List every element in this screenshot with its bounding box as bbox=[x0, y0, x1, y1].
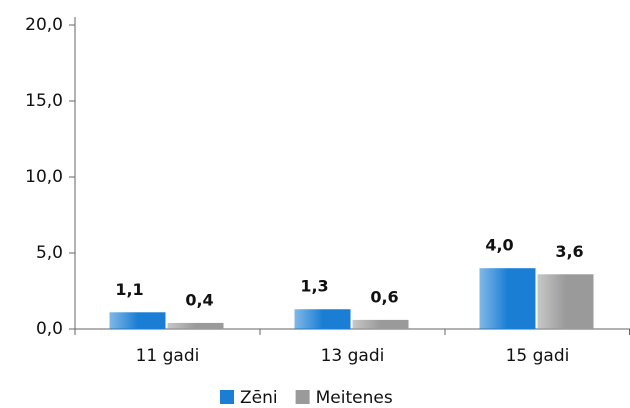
bar bbox=[167, 322, 224, 329]
y-tick-label: 5,0 bbox=[36, 243, 63, 263]
bar bbox=[109, 312, 166, 329]
x-tick-label: 13 gadi bbox=[321, 346, 385, 366]
value-label: 0,6 bbox=[370, 287, 398, 306]
bar bbox=[294, 309, 351, 329]
x-tick-label: 11 gadi bbox=[136, 346, 200, 366]
value-label: 0,4 bbox=[185, 290, 213, 309]
y-tick-label: 0,0 bbox=[36, 319, 63, 339]
value-label: 4,0 bbox=[485, 236, 513, 255]
y-tick-label: 10,0 bbox=[25, 167, 63, 187]
y-tick-label: 15,0 bbox=[25, 91, 63, 111]
x-tick-label: 15 gadi bbox=[506, 346, 570, 366]
bar bbox=[479, 268, 536, 329]
legend-label: Zēni bbox=[240, 388, 278, 408]
value-label: 3,6 bbox=[555, 242, 583, 261]
bar bbox=[352, 319, 409, 329]
legend-swatch bbox=[220, 390, 234, 404]
legend-label: Meitenes bbox=[316, 388, 393, 408]
value-label: 1,1 bbox=[115, 280, 143, 299]
legend-swatch bbox=[295, 390, 310, 404]
bar bbox=[537, 274, 594, 329]
y-tick-label: 20,0 bbox=[25, 15, 63, 35]
value-label: 1,3 bbox=[300, 277, 328, 296]
